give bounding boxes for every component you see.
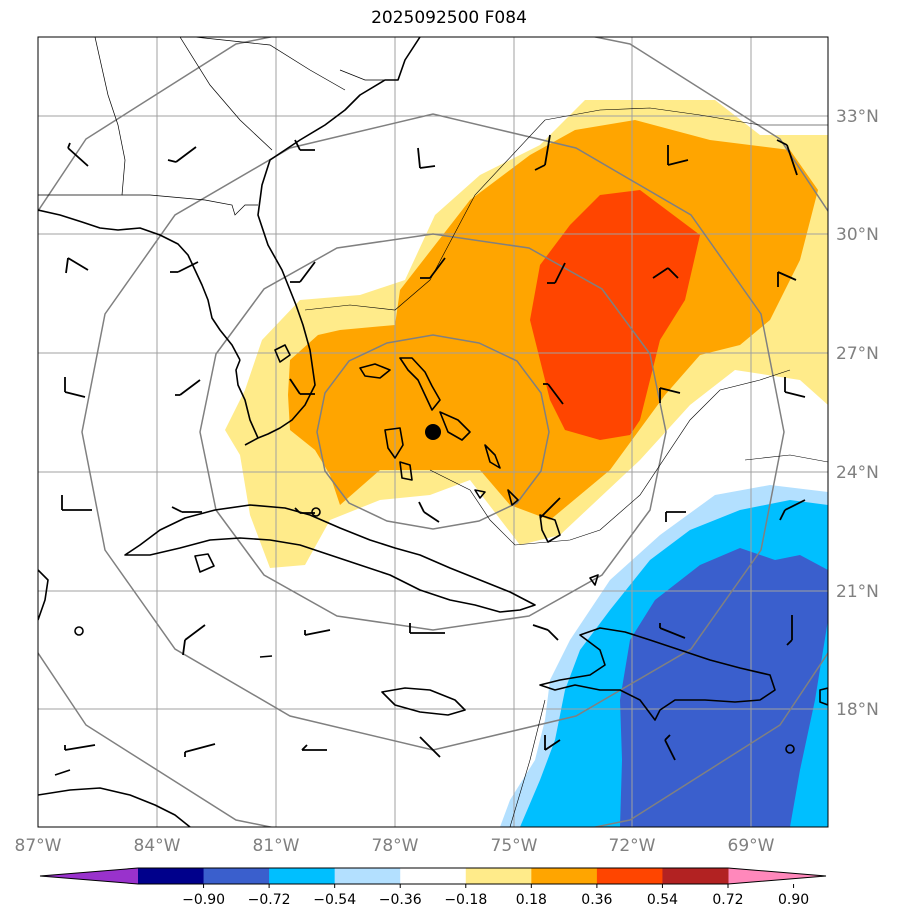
colorbar-tick-label: 0.72 bbox=[712, 892, 743, 908]
wind-barb bbox=[67, 142, 89, 167]
wind-barb bbox=[417, 147, 436, 169]
colorbar-extend-high bbox=[728, 868, 826, 884]
lon-label: 81°W bbox=[253, 836, 300, 856]
lat-label: 30°N bbox=[836, 225, 879, 245]
colorbar-tick-label: −0.36 bbox=[379, 892, 422, 908]
wind-barb bbox=[182, 624, 206, 656]
wind-barb bbox=[61, 495, 92, 511]
wind-barb bbox=[534, 134, 551, 171]
wind-barb bbox=[175, 379, 201, 396]
wind-barb bbox=[776, 139, 798, 176]
wind-barb bbox=[664, 734, 676, 761]
wind-barb bbox=[547, 262, 566, 284]
wind-barb bbox=[419, 736, 441, 758]
wind-barb bbox=[167, 146, 197, 163]
wind-barb bbox=[290, 261, 316, 283]
storm-center-marker bbox=[425, 424, 441, 440]
wind-barb bbox=[409, 623, 445, 634]
positive-anomaly-shading bbox=[225, 100, 828, 568]
colorbar-swatch bbox=[662, 868, 729, 884]
lon-label: 78°W bbox=[372, 836, 419, 856]
colorbar-tick-label: −0.90 bbox=[182, 892, 225, 908]
lat-lon-grid bbox=[38, 37, 828, 827]
lat-label: 27°N bbox=[836, 344, 879, 364]
colorbar-swatch bbox=[138, 868, 205, 884]
lon-label: 75°W bbox=[491, 836, 538, 856]
colorbar-swatch bbox=[400, 868, 467, 884]
lon-label: 72°W bbox=[609, 836, 656, 856]
wind-barb bbox=[64, 744, 96, 751]
wind-barb bbox=[294, 507, 315, 514]
wind-barb bbox=[659, 387, 681, 403]
wind-barb bbox=[170, 261, 199, 273]
colorbar-swatch bbox=[596, 868, 663, 884]
eez-boundaries bbox=[304, 107, 828, 827]
wind-barb bbox=[418, 501, 440, 523]
colorbar-tick-label: 0.36 bbox=[581, 892, 612, 908]
wind-barb bbox=[64, 377, 86, 398]
wind-barb bbox=[304, 629, 331, 636]
colorbar-swatch bbox=[269, 868, 336, 884]
map-title: 2025092500 F084 bbox=[371, 8, 527, 28]
colorbar-outline bbox=[39, 867, 827, 885]
lon-label: 84°W bbox=[134, 836, 181, 856]
colorbar-tick-label: −0.72 bbox=[248, 892, 291, 908]
wind-barb bbox=[532, 624, 559, 641]
wind-barb bbox=[543, 383, 564, 405]
lon-label: 87°W bbox=[15, 836, 62, 856]
colorbar-swatch bbox=[203, 868, 270, 884]
lat-label: 33°N bbox=[836, 107, 879, 127]
lat-label: 21°N bbox=[836, 582, 879, 602]
range-rings bbox=[38, 37, 828, 827]
lat-label: 24°N bbox=[836, 463, 879, 483]
wind-barb bbox=[779, 499, 806, 521]
wind-barb bbox=[171, 506, 202, 513]
wind-barb bbox=[289, 378, 315, 395]
wind-barb bbox=[667, 145, 689, 166]
colorbar-tick-label: 0.18 bbox=[516, 892, 547, 908]
lat-label: 18°N bbox=[836, 700, 879, 720]
state-borders bbox=[38, 37, 390, 216]
wind-barb bbox=[65, 257, 89, 274]
colorbar-tick-label: −0.18 bbox=[444, 892, 487, 908]
coastlines bbox=[38, 37, 828, 827]
wind-barb bbox=[777, 271, 797, 287]
wind-barb bbox=[665, 511, 686, 522]
wind-barb bbox=[294, 139, 315, 151]
colorbar-swatch bbox=[334, 868, 401, 884]
colorbar: −0.90 −0.72 −0.54 −0.36 −0.18 0.18 0.36 0.54 0.7… bbox=[39, 867, 827, 908]
longitude-labels: 87°W 84°W 81°W 78°W 75°W 72°W 69°W bbox=[15, 836, 775, 856]
colorbar-swatch bbox=[465, 868, 532, 884]
colorbar-swatch bbox=[531, 868, 598, 884]
wind-barbs bbox=[61, 134, 806, 761]
map-frame bbox=[37, 36, 829, 828]
wind-barb bbox=[786, 615, 793, 646]
lon-label: 69°W bbox=[728, 836, 775, 856]
wind-barb bbox=[784, 377, 806, 398]
wind-barb bbox=[659, 623, 686, 639]
colorbar-tick-label: 0.54 bbox=[647, 892, 678, 908]
wind-barb bbox=[301, 744, 327, 751]
colorbar-tick-label: −0.54 bbox=[313, 892, 356, 908]
colorbar-tick-label: 0.90 bbox=[778, 892, 809, 908]
wind-barb bbox=[652, 267, 679, 279]
wind-barb bbox=[184, 743, 216, 757]
colorbar-extend-low bbox=[40, 868, 138, 884]
latitude-labels: 33°N 30°N 27°N 24°N 21°N 18°N bbox=[836, 107, 879, 720]
wind-barb bbox=[539, 497, 561, 519]
wind-barb bbox=[544, 735, 561, 751]
wind-barb bbox=[420, 257, 446, 279]
